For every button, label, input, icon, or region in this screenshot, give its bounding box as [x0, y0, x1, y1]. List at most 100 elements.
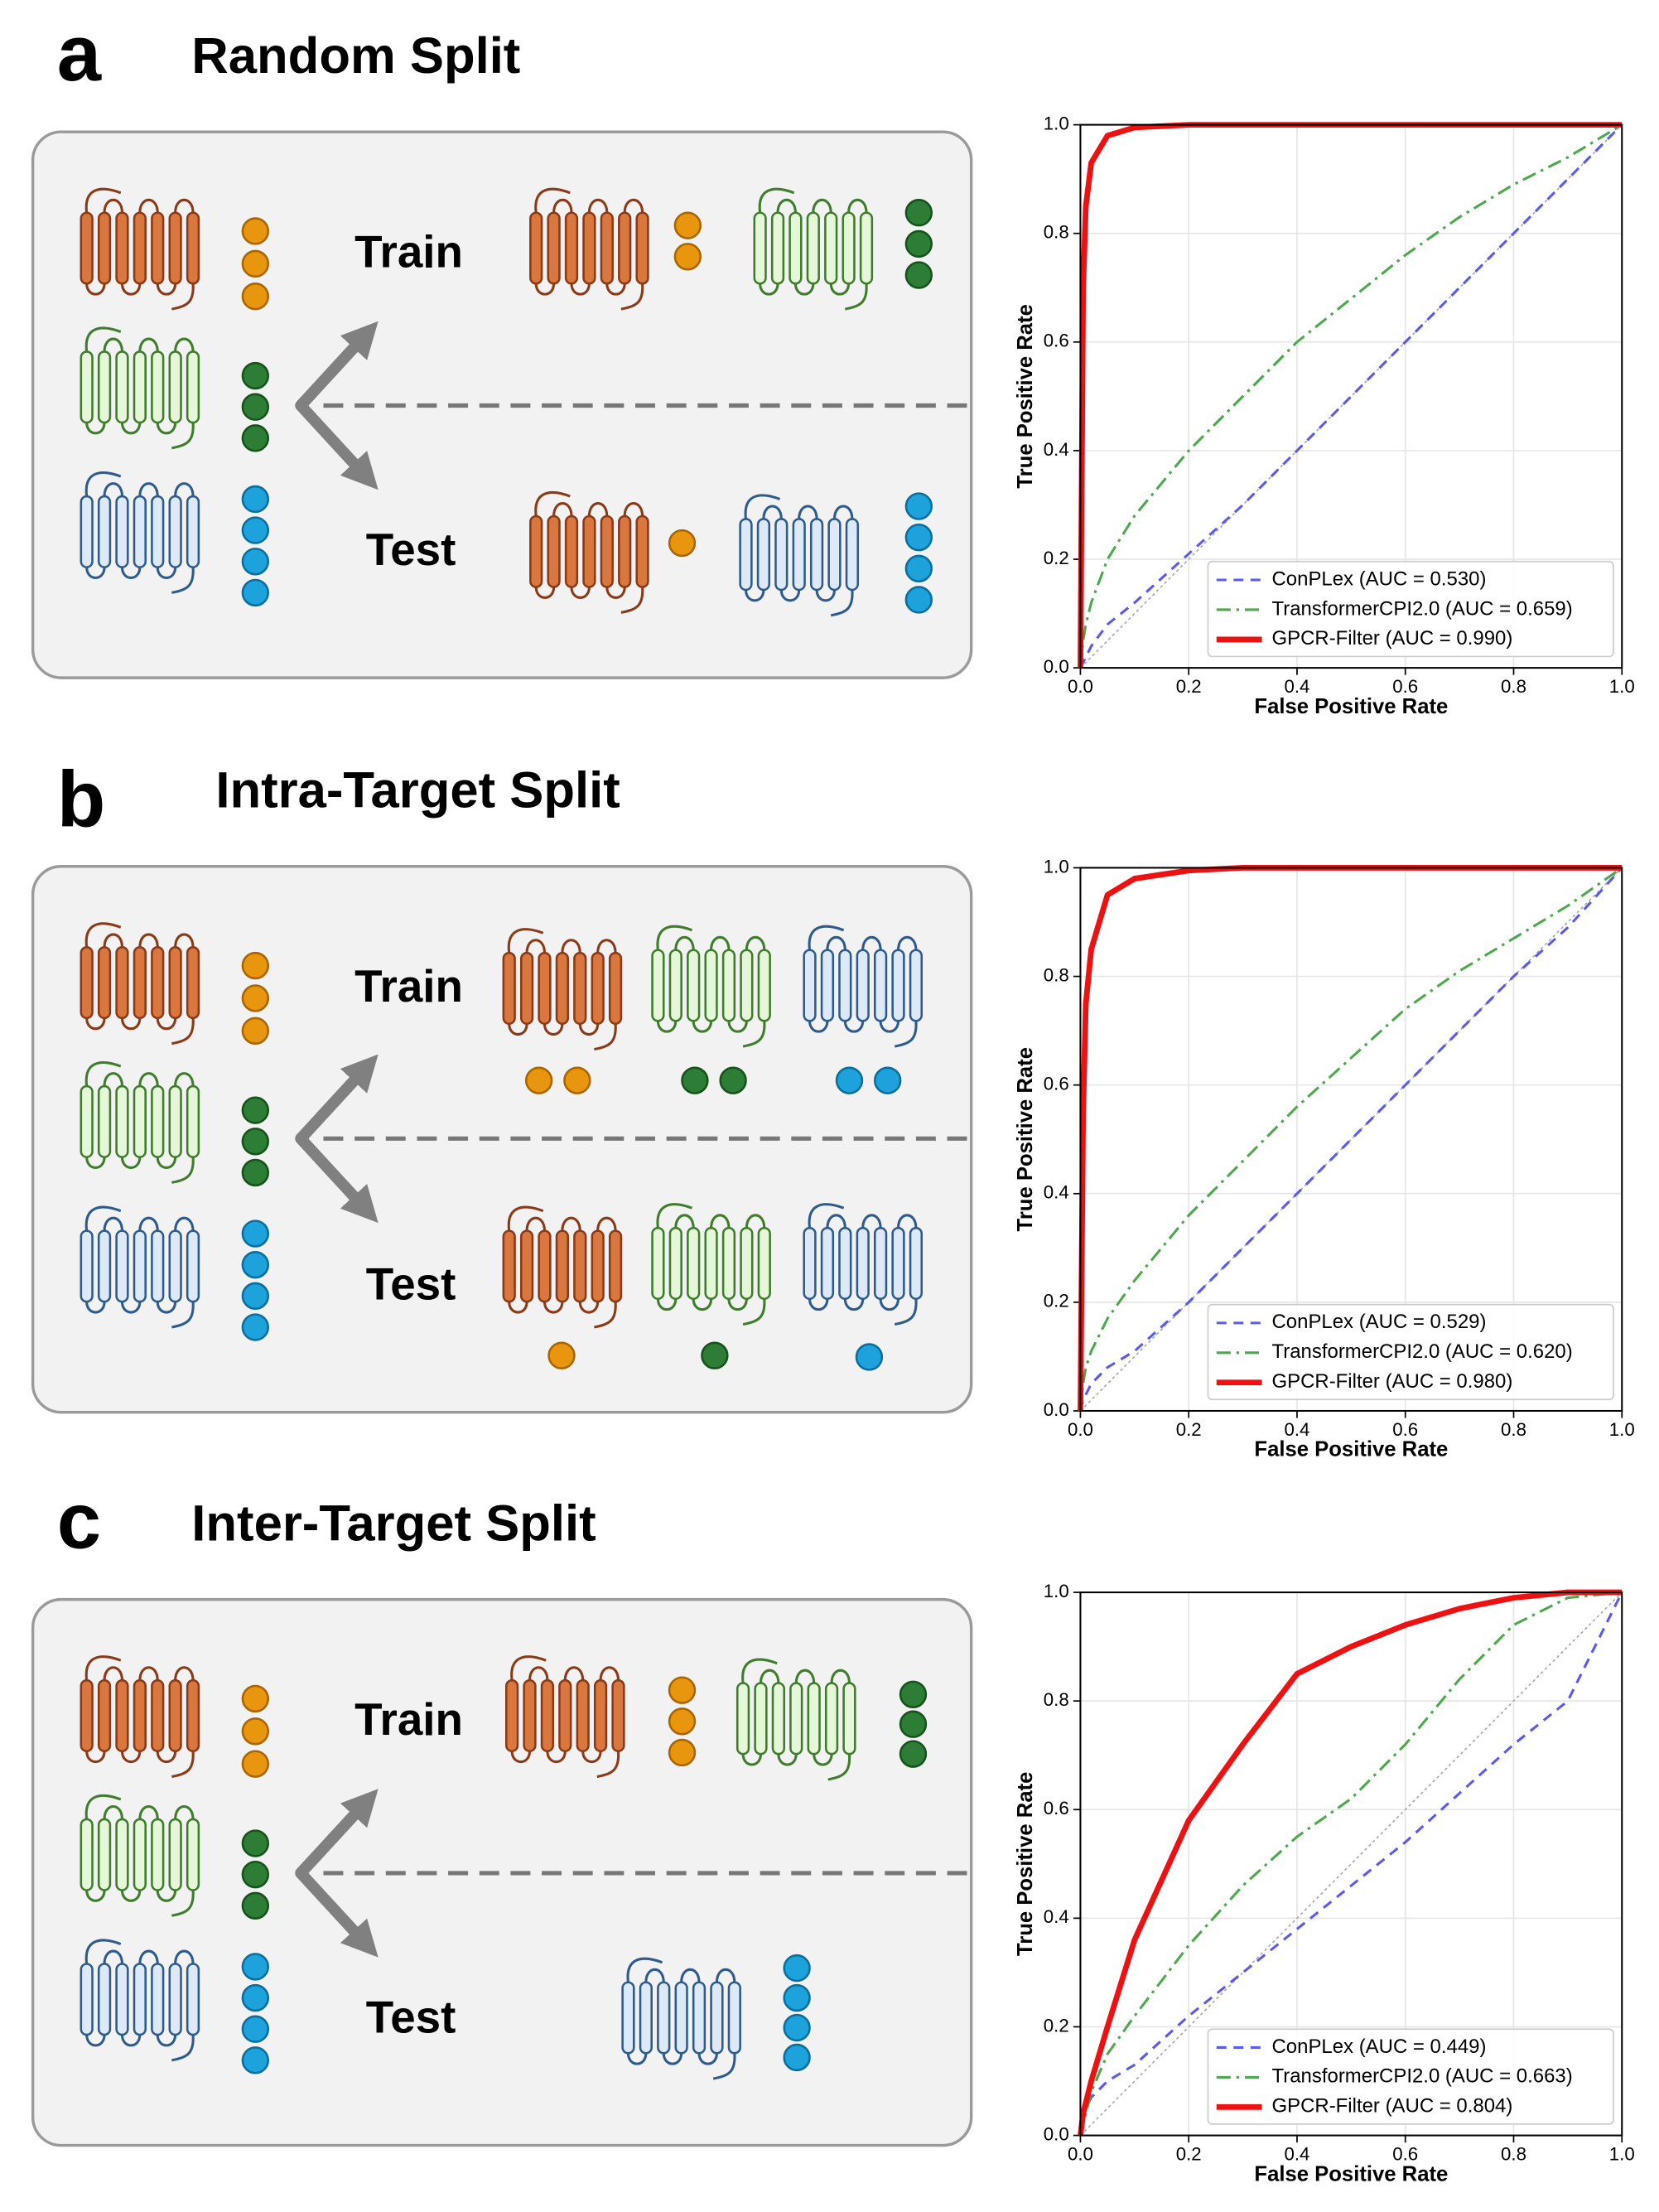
ligand — [241, 393, 270, 421]
ligand — [547, 1341, 576, 1369]
x-tick-label: 0.8 — [1501, 676, 1526, 697]
ligand — [241, 548, 270, 576]
ligand — [719, 1066, 747, 1094]
ligand — [783, 1954, 811, 1983]
ligand — [241, 2046, 270, 2074]
roc-curve — [1078, 867, 1623, 1412]
panel-title: Intra-Target Split — [215, 762, 620, 819]
ligand — [241, 1717, 270, 1746]
x-tick-label: 0.2 — [1176, 2143, 1202, 2164]
plot-frame — [1079, 123, 1623, 669]
ligand — [783, 1983, 811, 2012]
ligand — [701, 1341, 729, 1369]
ligand — [904, 229, 933, 258]
y-tick-label: 0.8 — [1044, 964, 1069, 985]
roc-curve — [1078, 867, 1623, 1412]
ligand — [241, 2015, 270, 2043]
y-axis-label: True Positive Rate — [1014, 304, 1037, 488]
ligand — [241, 1829, 270, 1857]
ligand — [241, 217, 270, 245]
x-tick-label: 0.0 — [1068, 1419, 1093, 1440]
train-label: Train — [354, 960, 463, 1012]
ligand — [241, 1313, 270, 1341]
ligand — [241, 361, 270, 390]
ligand — [241, 1891, 270, 1920]
x-tick-label: 0.2 — [1176, 1419, 1202, 1440]
y-axis-label: True Positive Rate — [1014, 1047, 1037, 1231]
panel-title: Random Split — [191, 27, 520, 85]
panel-title: Inter-Target Split — [191, 1495, 596, 1553]
ligand — [241, 1684, 270, 1713]
ligand — [904, 199, 933, 227]
x-tick-label: 0.8 — [1501, 1419, 1526, 1440]
legend-label: ConPLex (AUC = 0.449) — [1271, 2036, 1486, 2058]
y-tick-label: 1.0 — [1044, 1581, 1069, 1601]
split-arrow — [297, 1789, 379, 1877]
y-tick-label: 0.4 — [1044, 439, 1069, 460]
legend-box — [1207, 560, 1614, 658]
panel-letter: a — [57, 9, 102, 98]
y-tick-label: 1.0 — [1044, 856, 1069, 877]
legend-label: TransformerCPI2.0 (AUC = 0.663) — [1271, 2065, 1572, 2088]
x-tick-label: 1.0 — [1609, 1419, 1635, 1440]
ligand — [668, 1707, 697, 1736]
ligand — [241, 951, 270, 980]
ligand — [904, 586, 933, 614]
x-tick-label: 0.2 — [1176, 676, 1202, 697]
y-tick-label: 0.2 — [1044, 2015, 1069, 2036]
x-tick-label: 0.0 — [1068, 676, 1093, 697]
ligand — [855, 1343, 884, 1371]
ligand — [524, 1066, 553, 1094]
y-tick-label: 0.0 — [1044, 656, 1069, 677]
ligand — [673, 211, 702, 239]
y-tick-label: 0.2 — [1044, 548, 1069, 568]
x-tick-label: 1.0 — [1609, 676, 1635, 697]
ligand — [241, 1251, 270, 1279]
y-tick-label: 0.4 — [1044, 1906, 1069, 1927]
ligand — [241, 984, 270, 1012]
ligand — [241, 1953, 270, 1981]
roc-curve — [1078, 1589, 1623, 2137]
ligand — [241, 485, 270, 514]
train-label: Train — [354, 1693, 463, 1745]
panel-letter: b — [57, 755, 106, 843]
x-tick-label: 1.0 — [1609, 2143, 1635, 2164]
ligand — [904, 554, 933, 583]
ligand — [904, 523, 933, 552]
ligand — [241, 1128, 270, 1156]
ligand — [899, 1740, 928, 1768]
ligand — [241, 1750, 270, 1778]
x-tick-label: 0.8 — [1501, 2143, 1526, 2164]
ligand — [904, 492, 933, 520]
plot-frame — [1079, 867, 1623, 1413]
ligand — [241, 578, 270, 607]
legend-label: TransformerCPI2.0 (AUC = 0.620) — [1271, 1340, 1572, 1363]
legend-box — [1207, 1303, 1614, 1401]
x-tick-label: 0.0 — [1068, 2143, 1093, 2164]
test-label: Test — [366, 1991, 456, 2042]
y-tick-label: 0.8 — [1044, 222, 1069, 243]
x-tick-label: 0.4 — [1284, 2143, 1309, 2164]
ligand — [904, 261, 933, 289]
x-tick-label: 0.6 — [1392, 676, 1418, 697]
x-tick-label: 0.4 — [1284, 676, 1309, 697]
legend-label: TransformerCPI2.0 (AUC = 0.659) — [1271, 597, 1572, 620]
ligand — [668, 529, 697, 558]
test-label: Test — [366, 1258, 456, 1310]
ligand — [241, 1096, 270, 1124]
ligand — [668, 1676, 697, 1704]
ligand — [241, 1017, 270, 1045]
ligand — [899, 1710, 928, 1738]
legend-label: GPCR-Filter (AUC = 0.804) — [1271, 2095, 1512, 2118]
legend-box — [1207, 2028, 1614, 2125]
legend-label: ConPLex (AUC = 0.530) — [1271, 567, 1486, 590]
y-tick-label: 0.0 — [1044, 2123, 1069, 2144]
ligand — [241, 516, 270, 544]
ligand — [241, 1282, 270, 1311]
ligand — [783, 2043, 811, 2072]
roc-curve — [1078, 1591, 1623, 2136]
panel-letter: c — [57, 1477, 101, 1566]
train-label: Train — [354, 226, 463, 278]
ligand — [241, 424, 270, 452]
